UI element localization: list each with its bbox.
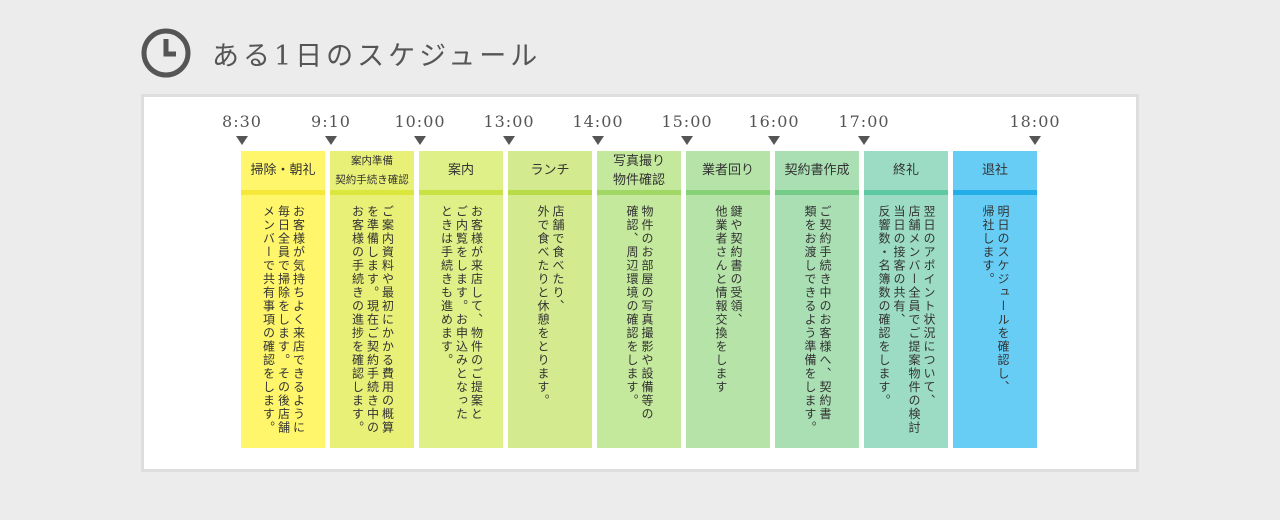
title-line: 退社 [981,163,1008,178]
schedule-item-title: 契約書作成 [775,151,859,190]
divider [864,190,948,195]
time-marker-icon [503,136,515,145]
divider [775,190,859,195]
title-line: 物件確認 [612,172,665,188]
page-title: ある1日のスケジュール [212,40,542,72]
schedule-item-description: 店舗で食べたり、 外で食べたりと休憩をとります。 [536,205,565,408]
title-line: 契約手続き確認 [335,173,409,186]
divider [241,190,325,195]
schedule-item-description: お客様が気持ちよく来店できるように 毎日全員で掃除をします。その後店舗 メンバー… [261,205,306,435]
schedule-item-description: ご契約手続き中のお客様へ、契約書 類をお渡しできるよう準備をします。 [803,205,832,435]
time-marker-icon [592,136,604,145]
schedule-item-description: お客様が来店して、物件のご提案と ご内覧をします。お申込みとなった ときは手続き… [439,205,484,421]
title-line: 掃除・朝礼 [250,163,316,178]
time-marker-icon [236,136,248,145]
title-line: 写真撮り [612,153,665,169]
time-label: 15:00 [661,112,713,131]
time-label: 17:00 [838,112,890,131]
schedule-item-title: 退社 [953,151,1037,190]
schedule-item-title: 案内準備契約手続き確認 [330,151,414,190]
time-label: 13:00 [483,112,535,131]
title-line: 案内 [447,163,474,178]
schedule-item-title: 業者回り [686,151,770,190]
title-line: 契約書作成 [784,163,850,178]
schedule-item: 契約書作成ご契約手続き中のお客様へ、契約書 類をお渡しできるよう準備をします。 [775,151,859,448]
schedule-item-title: 案内 [419,151,503,190]
title-line: ランチ [530,163,570,178]
schedule-item-body: ご契約手続き中のお客様へ、契約書 類をお渡しできるよう準備をします。 [775,195,859,448]
schedule-item: 退社明日のスケジュールを確認し、 帰社します。 [953,151,1037,448]
schedule-item-body: 翌日のアポイント状況について、 店舗メンバー全員でご提案物件の検討 当日の接客の… [864,195,948,448]
schedule-item-body: お客様が気持ちよく来店できるように 毎日全員で掃除をします。その後店舗 メンバー… [241,195,325,448]
divider [508,190,592,195]
time-marker-icon [681,136,693,145]
time-marker-icon [1029,136,1041,145]
schedule-item: 業者回り鍵や契約書の受領、 他業者さんと情報交換をします [686,151,770,448]
divider [953,190,1037,195]
schedule-item-title: 掃除・朝礼 [241,151,325,190]
divider [330,190,414,195]
time-label: 16:00 [748,112,800,131]
schedule-item-description: 翌日のアポイント状況について、 店舗メンバー全員でご提案物件の検討 当日の接客の… [877,205,936,435]
divider [597,190,681,195]
time-marker-icon [768,136,780,145]
schedule-item-body: 鍵や契約書の受領、 他業者さんと情報交換をします [686,195,770,448]
schedule-item-title: 写真撮り 物件確認 [597,151,681,190]
schedule-item: 写真撮り物件確認物件のお部屋の写真撮影や設備等の 確認、周辺環境の確認をします。 [597,151,681,448]
time-marker-icon [414,136,426,145]
title-line: 終礼 [892,163,919,178]
schedule-item: ランチ店舗で食べたり、 外で食べたりと休憩をとります。 [508,151,592,448]
schedule-item: 掃除・朝礼お客様が気持ちよく来店できるように 毎日全員で掃除をします。その後店舗… [241,151,325,448]
title-line: 案内準備 [351,154,393,167]
schedule-item-body: お客様が来店して、物件のご提案と ご内覧をします。お申込みとなった ときは手続き… [419,195,503,448]
schedule-item: 終礼翌日のアポイント状況について、 店舗メンバー全員でご提案物件の検討 当日の接… [864,151,948,448]
schedule-item-body: 明日のスケジュールを確認し、 帰社します。 [953,195,1037,448]
time-label: 8:30 [222,112,262,131]
time-label: 10:00 [394,112,446,131]
time-label: 14:00 [572,112,624,131]
schedule-item-description: ご案内資料や最初にかかる費用の概算 を準備します。現在ご契約手続き中の お客様の… [350,205,395,435]
title-line: 業者回り [701,163,754,178]
schedule-item-description: 鍵や契約書の受領、 他業者さんと情報交換をします [714,205,743,394]
time-marker-icon [858,136,870,145]
time-label: 18:00 [1009,112,1061,131]
clock-icon [141,28,191,78]
schedule-item: 案内準備契約手続き確認ご案内資料や最初にかかる費用の概算 を準備します。現在ご契… [330,151,414,448]
schedule-item-title: ランチ [508,151,592,190]
divider [686,190,770,195]
schedule-item: 案内お客様が来店して、物件のご提案と ご内覧をします。お申込みとなった ときは手… [419,151,503,448]
time-marker-icon [325,136,337,145]
schedule-item-body: 店舗で食べたり、 外で食べたりと休憩をとります。 [508,195,592,448]
schedule-item-description: 明日のスケジュールを確認し、 帰社します。 [981,205,1010,394]
divider [419,190,503,195]
page-header: ある1日のスケジュール [140,27,541,79]
schedule-item-title: 終礼 [864,151,948,190]
schedule-item-body: ご案内資料や最初にかかる費用の概算 を準備します。現在ご契約手続き中の お客様の… [330,195,414,448]
schedule-item-body: 物件のお部屋の写真撮影や設備等の 確認、周辺環境の確認をします。 [597,195,681,448]
time-label: 9:10 [311,112,351,131]
schedule-item-description: 物件のお部屋の写真撮影や設備等の 確認、周辺環境の確認をします。 [625,205,654,421]
